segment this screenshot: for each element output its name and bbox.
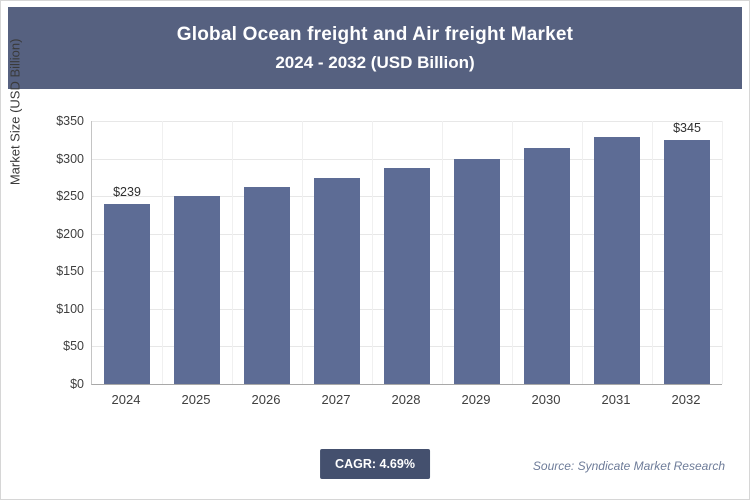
v-gridline bbox=[652, 121, 653, 384]
bar-slot-2032: $345 bbox=[652, 121, 722, 384]
x-tick-label: 2030 bbox=[531, 392, 561, 407]
source-text: Source: Syndicate Market Research bbox=[532, 459, 725, 473]
x-tick-label: 2031 bbox=[601, 392, 631, 407]
cagr-badge: CAGR: 4.69% bbox=[320, 449, 430, 479]
y-tick-label: $0 bbox=[70, 377, 84, 391]
v-gridline bbox=[442, 121, 443, 384]
bar-2026 bbox=[244, 187, 290, 384]
v-gridline bbox=[512, 121, 513, 384]
bar-slot-2028 bbox=[372, 121, 442, 384]
v-gridline bbox=[232, 121, 233, 384]
x-tick-label: 2029 bbox=[461, 392, 491, 407]
y-tick-label: $200 bbox=[56, 226, 84, 241]
bar-slot-2029 bbox=[442, 121, 512, 384]
chart-header: Global Ocean freight and Air freight Mar… bbox=[8, 7, 742, 89]
bar-slot-2031 bbox=[582, 121, 652, 384]
y-tick-label: $300 bbox=[56, 151, 84, 166]
bar-series: $239 $345 bbox=[92, 121, 722, 384]
bar-2025 bbox=[174, 196, 220, 384]
x-tick-label: 2028 bbox=[391, 392, 421, 407]
v-gridline bbox=[372, 121, 373, 384]
y-tick-label: $250 bbox=[56, 189, 84, 204]
y-tick-label: $350 bbox=[56, 114, 84, 128]
y-axis-label: Market Size (USD Billion) bbox=[7, 38, 23, 186]
bar-2029 bbox=[454, 158, 500, 384]
h-gridline bbox=[92, 158, 722, 160]
bar-slot-2026 bbox=[232, 121, 302, 384]
x-tick-label: 2025 bbox=[181, 392, 211, 407]
x-tick-label: 2027 bbox=[321, 392, 351, 407]
x-axis-ticks: 2024 2025 2026 2027 2028 2029 2030 2031 2032 bbox=[91, 392, 721, 407]
bar-2028 bbox=[384, 168, 430, 384]
bar-value-label: $345 bbox=[673, 121, 701, 135]
v-gridline bbox=[582, 121, 583, 384]
v-gridline bbox=[722, 121, 723, 384]
v-gridline bbox=[162, 121, 163, 384]
bar-2024 bbox=[104, 204, 150, 384]
plot-area: $0 $50 $100 $150 $200 $250 $300 $350 $239 $345 bbox=[56, 114, 723, 391]
y-tick-label: $50 bbox=[63, 339, 84, 354]
bar-slot-2027 bbox=[302, 121, 372, 384]
chart-subtitle: 2024 - 2032 (USD Billion) bbox=[275, 52, 475, 72]
bar-value-label: $239 bbox=[113, 185, 141, 200]
bar-2031 bbox=[594, 136, 640, 384]
bar-2030 bbox=[524, 148, 570, 384]
y-tick-label: $150 bbox=[56, 264, 84, 279]
h-gridline bbox=[92, 121, 722, 122]
bar-slot-2030 bbox=[512, 121, 582, 384]
bar-slot-2025 bbox=[162, 121, 232, 384]
x-tick-label: 2026 bbox=[251, 392, 281, 407]
chart-title: Global Ocean freight and Air freight Mar… bbox=[176, 23, 574, 45]
bar-2032 bbox=[664, 140, 710, 384]
x-tick-label: 2024 bbox=[111, 392, 141, 407]
v-gridline bbox=[302, 121, 303, 384]
bar-slot-2024: $239 bbox=[92, 121, 162, 384]
x-tick-label: 2032 bbox=[671, 392, 701, 407]
bar-2027 bbox=[314, 178, 360, 384]
y-tick-label: $100 bbox=[56, 301, 84, 316]
